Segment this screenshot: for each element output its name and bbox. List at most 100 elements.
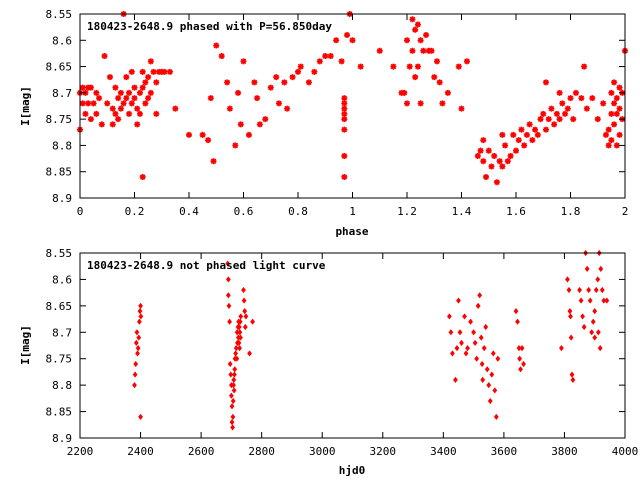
unphased-data-point bbox=[604, 297, 610, 304]
unphased-data-point bbox=[230, 397, 236, 405]
phased-data-point bbox=[458, 105, 465, 112]
phased-data-point bbox=[123, 95, 130, 102]
phased-data-point bbox=[510, 131, 517, 138]
unphased-data-point bbox=[138, 313, 144, 320]
phased-data-point bbox=[485, 147, 492, 154]
phased-data-point bbox=[589, 95, 596, 102]
phased-data-point bbox=[136, 89, 143, 96]
unphased-data-point bbox=[483, 323, 489, 331]
phased-data-point bbox=[542, 79, 549, 86]
phased-data-point bbox=[420, 47, 427, 54]
unphased-data-point bbox=[567, 308, 573, 315]
phased-data-point bbox=[245, 131, 252, 138]
phased-data-point bbox=[87, 116, 94, 123]
phased-data-point bbox=[226, 105, 233, 112]
phased-data-point bbox=[101, 53, 108, 60]
unphased-data-point bbox=[138, 413, 143, 420]
phased-x-tick-label: 1 bbox=[349, 205, 356, 218]
unphased-data-point bbox=[136, 334, 142, 341]
unphased-x-tick-label: 3400 bbox=[430, 445, 457, 458]
phased-data-point bbox=[529, 137, 536, 144]
unphased-data-point bbox=[586, 286, 592, 294]
phased-data-point bbox=[333, 37, 340, 44]
unphased-data-point bbox=[138, 302, 143, 309]
phased-data-point bbox=[85, 100, 92, 107]
phased-data-point bbox=[93, 110, 100, 117]
unphased-data-point bbox=[457, 329, 463, 336]
phased-data-point bbox=[567, 95, 574, 102]
phased-data-point bbox=[583, 105, 590, 112]
unphased-plot-frame bbox=[79, 252, 626, 439]
phased-y-tick-label: 8.75 bbox=[46, 113, 73, 126]
phased-data-point bbox=[526, 121, 533, 128]
phased-data-point bbox=[172, 105, 179, 112]
unphased-y-tick-label: 8.85 bbox=[46, 406, 73, 419]
unphased-data-point bbox=[489, 371, 495, 378]
phased-data-point bbox=[210, 158, 217, 165]
phased-data-point bbox=[240, 58, 247, 65]
unphased-data-point bbox=[136, 318, 142, 325]
unphased-data-point bbox=[453, 376, 458, 383]
phased-data-point bbox=[254, 95, 261, 102]
phased-data-point bbox=[341, 173, 348, 180]
phased-data-point bbox=[474, 152, 481, 159]
phased-data-point bbox=[515, 137, 522, 144]
unphased-data-point bbox=[580, 313, 585, 320]
phased-data-point bbox=[297, 63, 304, 70]
unphased-data-point bbox=[250, 318, 255, 325]
phased-data-point bbox=[562, 110, 569, 117]
phased-data-point bbox=[559, 100, 566, 107]
unphased-data-point bbox=[233, 350, 239, 357]
unphased-data-point bbox=[241, 286, 246, 294]
phased-data-point bbox=[112, 110, 119, 117]
unphased-data-point bbox=[521, 360, 526, 368]
phased-data-point bbox=[341, 152, 348, 159]
phased-data-point bbox=[134, 105, 141, 112]
phased-data-point bbox=[455, 63, 462, 70]
phased-data-point bbox=[93, 89, 100, 96]
phased-x-tick-label: 2 bbox=[622, 205, 629, 218]
phased-data-point bbox=[463, 58, 470, 65]
unphased-data-point bbox=[229, 419, 235, 426]
phased-x-tick-label: 0.8 bbox=[288, 205, 308, 218]
phased-data-point bbox=[423, 32, 430, 39]
phased-data-point bbox=[477, 147, 484, 154]
phased-data-point bbox=[338, 58, 345, 65]
phased-data-point bbox=[542, 126, 549, 133]
phased-data-point bbox=[534, 131, 541, 138]
phased-data-point bbox=[611, 121, 618, 128]
phased-data-point bbox=[213, 42, 220, 49]
unphased-data-point bbox=[225, 292, 231, 299]
phased-data-point bbox=[480, 137, 487, 144]
phased-data-point bbox=[357, 63, 364, 70]
unphased-data-point bbox=[595, 276, 601, 283]
phased-data-point bbox=[139, 68, 146, 75]
phased-data-point bbox=[275, 100, 282, 107]
unphased-data-point bbox=[227, 360, 233, 368]
unphased-data-point bbox=[135, 350, 140, 357]
phased-data-point bbox=[409, 47, 416, 54]
phased-data-point bbox=[112, 84, 119, 91]
phased-data-point bbox=[578, 95, 585, 102]
phased-data-point bbox=[273, 74, 280, 81]
unphased-data-point bbox=[517, 355, 523, 362]
phased-data-point bbox=[142, 100, 149, 107]
phased-data-point bbox=[480, 158, 487, 165]
phased-data-point bbox=[608, 110, 615, 117]
unphased-data-point bbox=[480, 376, 486, 383]
unphased-data-point bbox=[581, 323, 587, 331]
phased-data-point bbox=[153, 79, 160, 86]
unphased-data-point bbox=[447, 313, 452, 320]
unphased-data-point bbox=[559, 345, 564, 352]
unphased-data-point bbox=[518, 366, 523, 373]
unphased-data-point bbox=[587, 297, 593, 304]
phased-light-curve-panel: 0 0.2 0.4 0.6 0.8 1 1.2 1.4 1.6 1.8 2 8.55 8.6 8.65 8.… bbox=[19, 8, 628, 238]
phased-data-point bbox=[444, 89, 451, 96]
phased-data-point bbox=[120, 100, 127, 107]
phased-data-point bbox=[232, 142, 239, 149]
phased-x-axis-label: phase bbox=[335, 225, 368, 238]
phased-data-point bbox=[436, 79, 443, 86]
phased-data-point bbox=[115, 95, 122, 102]
